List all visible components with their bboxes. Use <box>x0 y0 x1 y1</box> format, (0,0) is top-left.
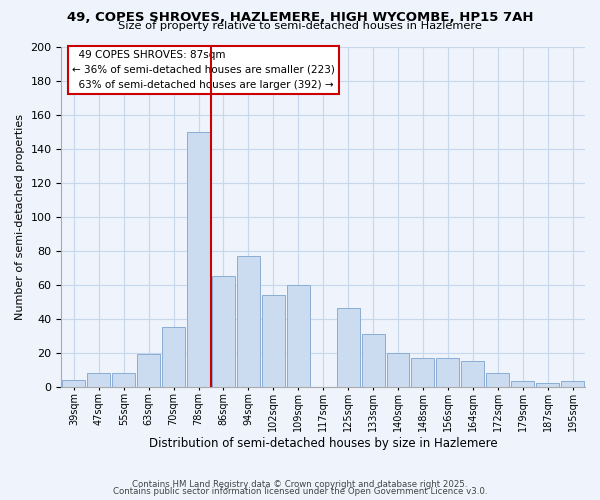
Bar <box>486 373 509 386</box>
Bar <box>386 352 409 386</box>
Bar <box>237 256 260 386</box>
Bar <box>112 373 135 386</box>
Bar <box>262 294 285 386</box>
Bar <box>137 354 160 386</box>
Bar <box>62 380 85 386</box>
Text: 49 COPES SHROVES: 87sqm
← 36% of semi-detached houses are smaller (223)
  63% of: 49 COPES SHROVES: 87sqm ← 36% of semi-de… <box>72 50 335 90</box>
Bar <box>362 334 385 386</box>
Text: Size of property relative to semi-detached houses in Hazlemere: Size of property relative to semi-detach… <box>118 21 482 31</box>
Bar <box>561 382 584 386</box>
Y-axis label: Number of semi-detached properties: Number of semi-detached properties <box>15 114 25 320</box>
Bar <box>511 382 534 386</box>
Bar <box>461 361 484 386</box>
Bar <box>337 308 359 386</box>
Bar <box>536 383 559 386</box>
Text: Contains public sector information licensed under the Open Government Licence v3: Contains public sector information licen… <box>113 488 487 496</box>
Bar <box>187 132 210 386</box>
Text: 49, COPES SHROVES, HAZLEMERE, HIGH WYCOMBE, HP15 7AH: 49, COPES SHROVES, HAZLEMERE, HIGH WYCOM… <box>67 11 533 24</box>
Text: Contains HM Land Registry data © Crown copyright and database right 2025.: Contains HM Land Registry data © Crown c… <box>132 480 468 489</box>
Bar <box>412 358 434 386</box>
X-axis label: Distribution of semi-detached houses by size in Hazlemere: Distribution of semi-detached houses by … <box>149 437 497 450</box>
Bar <box>436 358 460 386</box>
Bar <box>162 327 185 386</box>
Bar <box>88 373 110 386</box>
Bar <box>212 276 235 386</box>
Bar <box>287 284 310 386</box>
